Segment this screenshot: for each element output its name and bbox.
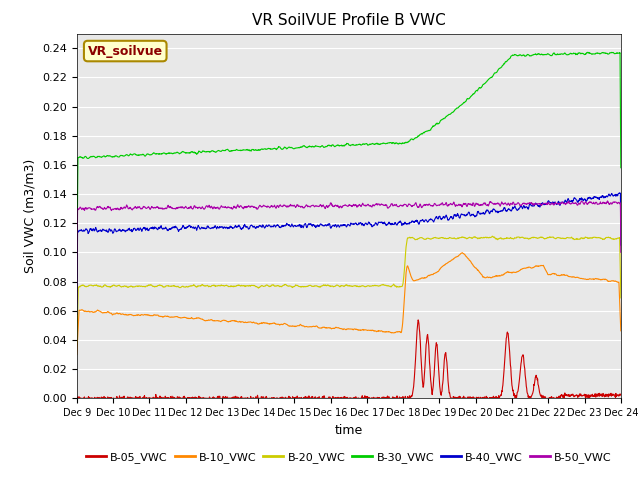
B-30_VWC: [73, 275, 81, 281]
B-20_VWC: [180, 284, 188, 290]
B-10_VWC: [180, 314, 188, 320]
B-30_VWC: [194, 151, 202, 156]
B-10_VWC: [617, 328, 625, 334]
B-30_VWC: [617, 165, 625, 170]
B-40_VWC: [73, 312, 81, 317]
B-10_VWC: [505, 269, 513, 275]
B-40_VWC: [255, 223, 262, 229]
B-05_VWC: [434, 352, 442, 358]
B-20_VWC: [617, 295, 625, 301]
Line: B-20_VWC: B-20_VWC: [77, 236, 621, 343]
B-50_VWC: [604, 198, 611, 204]
B-05_VWC: [505, 339, 513, 345]
B-30_VWC: [552, 52, 560, 58]
B-50_VWC: [73, 300, 81, 306]
B-05_VWC: [181, 396, 189, 401]
B-05_VWC: [73, 395, 81, 401]
B-05_VWC: [414, 317, 422, 323]
Line: B-10_VWC: B-10_VWC: [77, 253, 621, 355]
Line: B-40_VWC: B-40_VWC: [77, 193, 621, 314]
B-30_VWC: [433, 120, 441, 126]
B-50_VWC: [617, 250, 625, 255]
Legend: B-05_VWC, B-10_VWC, B-20_VWC, B-30_VWC, B-40_VWC, B-50_VWC: B-05_VWC, B-10_VWC, B-20_VWC, B-30_VWC, …: [81, 448, 616, 468]
B-05_VWC: [553, 395, 561, 400]
Title: VR SoilVUE Profile B VWC: VR SoilVUE Profile B VWC: [252, 13, 445, 28]
B-40_VWC: [552, 201, 560, 206]
Line: B-05_VWC: B-05_VWC: [77, 320, 621, 398]
X-axis label: time: time: [335, 424, 363, 437]
B-50_VWC: [180, 204, 188, 210]
B-30_VWC: [180, 149, 188, 155]
B-50_VWC: [255, 204, 262, 210]
Line: B-50_VWC: B-50_VWC: [77, 201, 621, 303]
B-40_VWC: [180, 226, 188, 231]
B-50_VWC: [433, 203, 441, 208]
B-50_VWC: [504, 200, 512, 206]
Y-axis label: Soil VWC (m3/m3): Soil VWC (m3/m3): [24, 159, 36, 273]
B-20_VWC: [255, 285, 262, 291]
B-10_VWC: [459, 250, 467, 256]
B-40_VWC: [616, 190, 624, 196]
B-10_VWC: [194, 315, 202, 321]
B-30_VWC: [255, 147, 262, 153]
B-50_VWC: [552, 201, 560, 206]
B-40_VWC: [617, 242, 625, 248]
B-20_VWC: [505, 235, 513, 241]
B-30_VWC: [584, 49, 592, 55]
B-20_VWC: [488, 233, 496, 239]
B-40_VWC: [194, 224, 202, 230]
B-40_VWC: [433, 215, 441, 221]
B-05_VWC: [195, 395, 202, 401]
B-10_VWC: [255, 321, 262, 327]
B-05_VWC: [255, 396, 263, 401]
Text: VR_soilvue: VR_soilvue: [88, 45, 163, 58]
B-40_VWC: [504, 206, 512, 212]
B-20_VWC: [553, 235, 561, 241]
B-10_VWC: [433, 269, 441, 275]
B-10_VWC: [73, 352, 81, 358]
B-05_VWC: [617, 392, 625, 397]
B-50_VWC: [194, 205, 202, 211]
B-20_VWC: [433, 235, 441, 241]
B-20_VWC: [194, 283, 202, 288]
B-10_VWC: [553, 272, 561, 277]
B-05_VWC: [74, 396, 81, 401]
Line: B-30_VWC: B-30_VWC: [77, 52, 621, 278]
B-20_VWC: [73, 340, 81, 346]
B-30_VWC: [504, 57, 512, 63]
